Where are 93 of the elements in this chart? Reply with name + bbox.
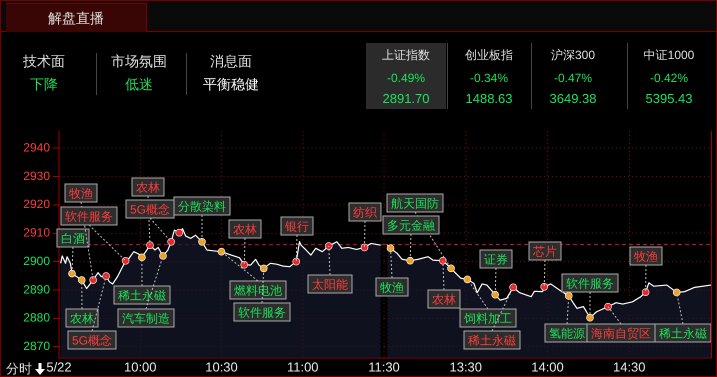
point: [564, 292, 573, 300]
point: [175, 228, 184, 236]
annotation: 证券: [484, 252, 508, 266]
point: [360, 244, 368, 252]
annotation: 纺织: [353, 205, 377, 220]
annotation: 5G概念: [72, 333, 112, 348]
y-tick-label: 2910: [23, 226, 50, 240]
point: [586, 314, 594, 322]
annotation: 农林: [70, 311, 94, 326]
point: [540, 282, 548, 291]
x-tick-label: 13:30: [449, 359, 482, 374]
text: 下降: [29, 76, 59, 94]
annotation: 芯片: [532, 244, 557, 258]
point: [138, 254, 146, 262]
text: 3649.38: [548, 91, 598, 106]
point: [642, 288, 650, 296]
point: [324, 242, 333, 250]
annotation: 燃料电池: [234, 283, 282, 298]
annotation: 牧渔: [634, 249, 658, 264]
text: -0.49%: [386, 71, 426, 85]
annotation: 农林: [136, 180, 160, 194]
y-tick-label: 2890: [23, 282, 50, 296]
point: [167, 238, 175, 246]
y-tick-label: 2930: [23, 168, 50, 183]
annotation: 银行: [284, 219, 309, 234]
point: [78, 276, 86, 284]
point: [292, 258, 300, 266]
text: -0.47%: [552, 71, 594, 85]
annotation: 航天国防: [391, 196, 439, 210]
y-tick-label: 2940: [23, 140, 50, 155]
y-tick-label: 2900: [23, 254, 50, 268]
point: [218, 248, 226, 256]
text: 分时: [6, 360, 32, 377]
x-tick-label: 11:00: [286, 359, 319, 374]
point: [491, 290, 499, 299]
text: -0.34%: [468, 71, 510, 85]
point: [447, 264, 455, 272]
point: [122, 256, 130, 265]
annotation: 软件服务: [566, 276, 614, 290]
x-tick-label: 10:00: [124, 359, 157, 374]
x-tick-label: 10:30: [205, 359, 238, 374]
point: [386, 244, 394, 252]
point: [604, 302, 612, 310]
point: [406, 256, 414, 264]
x-tick-label: 5/22: [46, 359, 72, 374]
y-tick-label: 2870: [23, 338, 50, 353]
annotation: 农林: [233, 222, 257, 236]
annotation: 软件服务: [65, 209, 113, 224]
text: 消息面: [209, 53, 253, 71]
annotation: 白酒: [61, 231, 85, 246]
text: 低迷: [124, 76, 154, 94]
text: 中证1000: [642, 47, 696, 64]
text: 解盘直播: [6, 3, 147, 32]
annotation: 稀土永磁: [118, 288, 166, 302]
point: [89, 276, 97, 284]
text: 技术面: [22, 53, 66, 71]
point: [198, 238, 206, 246]
annotation: 农林: [432, 292, 456, 306]
text: 沪深300: [550, 47, 596, 64]
point: [146, 241, 154, 249]
text: 创业板指: [464, 47, 514, 64]
annotation: 稀土永磁: [468, 333, 516, 348]
point: [68, 270, 76, 278]
point: [509, 284, 517, 292]
text: 上证指数: [381, 47, 431, 64]
text: 1488.63: [464, 91, 514, 106]
point: [102, 272, 110, 280]
point: [260, 264, 268, 272]
text: 市场氛围: [110, 53, 168, 71]
annotation: 饲料加工: [463, 311, 512, 326]
point: [159, 252, 167, 260]
point: [672, 288, 680, 296]
text: 2891.70: [382, 91, 430, 106]
text: 平衡稳健: [202, 76, 260, 94]
annotation: 牧渔: [69, 186, 93, 200]
point: [240, 260, 248, 269]
annotation: 汽车制造: [122, 311, 170, 326]
annotation: 海南自贸区: [591, 326, 651, 340]
x-tick-label: 14:30: [612, 359, 646, 374]
text: -0.42%: [648, 71, 690, 85]
annotation: 太阳能: [312, 277, 348, 292]
annotation: 牧渔: [380, 280, 404, 294]
annotation: 多元金融: [387, 218, 435, 232]
x-tick-label: 14:00: [531, 359, 564, 374]
annotation: 5G概念: [130, 202, 170, 216]
annotation: 软件服务: [238, 305, 286, 320]
annotation: 分散染料: [178, 199, 226, 214]
annotation: 氢能源: [549, 326, 585, 340]
x-tick-label: 11:30: [368, 359, 400, 374]
text: 5395.43: [644, 91, 694, 106]
y-tick-label: 2880: [23, 310, 50, 325]
y-tick-label: 2920: [23, 197, 50, 212]
annotation: 稀土永磁: [659, 326, 707, 340]
